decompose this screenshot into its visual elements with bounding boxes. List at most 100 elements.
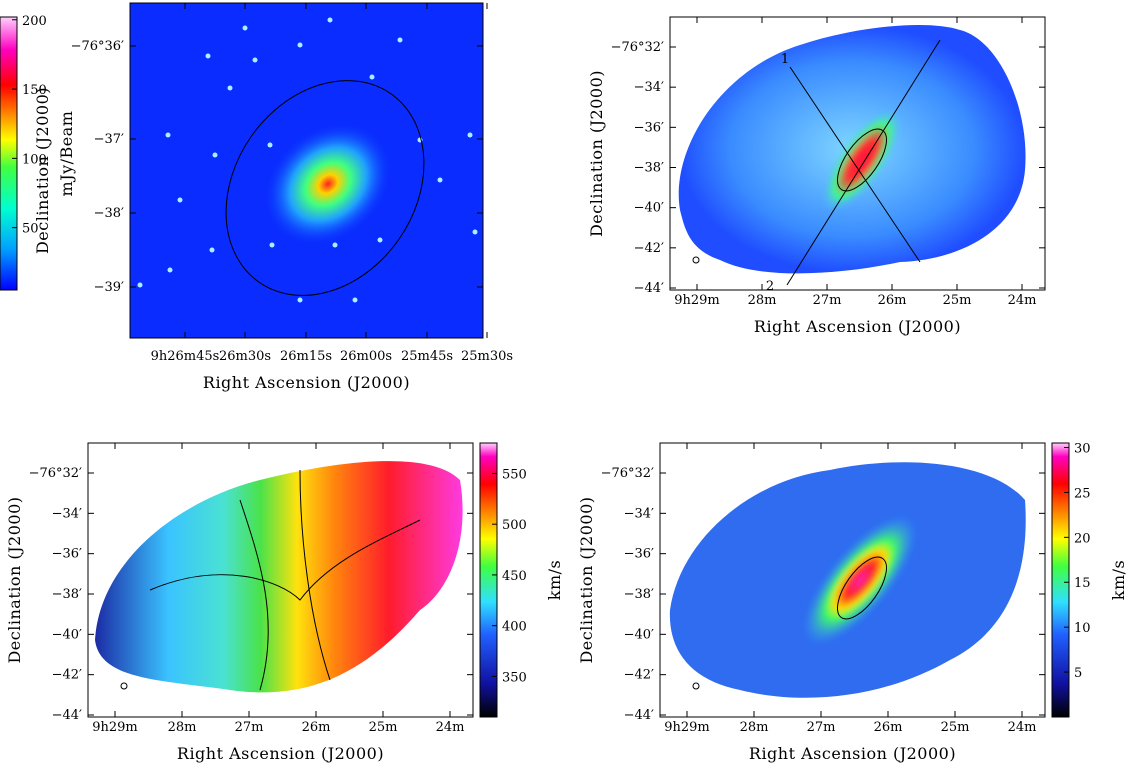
y-tick-label: −44′: [52, 708, 82, 723]
x-axis-label: Right Ascension (J2000): [749, 744, 956, 763]
y-tick-label: −38′: [52, 587, 82, 602]
x-tick-label: 26m30s: [219, 349, 271, 364]
y-tick-label: −36′: [52, 547, 82, 562]
colorbar: [0, 16, 18, 291]
colorbar-tick-label: 400: [502, 620, 527, 635]
x-tick-label: 9h26m45s: [151, 349, 220, 364]
colorbar: [1051, 442, 1070, 718]
image-velocity: [95, 461, 463, 693]
y-tick-label: −42′: [634, 241, 664, 256]
x-tick-label: 25m30s: [461, 349, 513, 364]
y-tick-label: −34′: [52, 506, 82, 521]
star: [437, 177, 443, 183]
image-dispersion: [669, 462, 1026, 698]
y-tick-label: −36′: [634, 120, 664, 135]
star: [327, 17, 333, 23]
y-tick-label: −34′: [634, 80, 664, 95]
star: [205, 53, 211, 59]
x-tick-label: 26m00s: [340, 349, 392, 364]
x-tick-label: 26m: [874, 720, 903, 735]
colorbar-tick-label: 20: [1074, 531, 1091, 546]
colorbar-tick-label: 450: [502, 569, 527, 584]
y-tick-label: −34′: [624, 506, 654, 521]
star: [227, 85, 233, 91]
x-tick-label: 24m: [436, 720, 465, 735]
x-tick-label: 27m: [235, 720, 264, 735]
y-tick-label: −40′: [624, 627, 654, 642]
colorbar-tick-label: 150: [22, 83, 47, 98]
y-tick-label: −44′: [634, 281, 664, 296]
x-axis-label: Right Ascension (J2000): [203, 373, 410, 392]
x-tick-label: 25m45s: [401, 349, 453, 364]
star: [177, 197, 183, 203]
y-tick-label: −40′: [634, 201, 664, 216]
colorbar-label: mJy/Beam: [57, 111, 76, 197]
colorbar: [479, 442, 498, 718]
x-tick-label: 9h29m: [674, 293, 720, 308]
x-tick-label: 26m15s: [280, 349, 332, 364]
star: [467, 132, 473, 138]
frame: [87, 442, 474, 718]
y-axis-label: Declination (J2000): [587, 70, 606, 237]
image-intensity: [678, 25, 1026, 286]
colorbar-tick-label: 550: [502, 467, 527, 482]
annotation: 1: [781, 52, 789, 67]
y-tick-label: −76°32′: [601, 466, 654, 481]
colorbar-tick-label: 5: [1074, 666, 1082, 681]
x-tick-label: 24m: [1008, 293, 1037, 308]
y-axis-label: Declination (J2000): [577, 496, 596, 663]
x-tick-label: 25m: [943, 293, 972, 308]
x-tick-label: 9h29m: [664, 720, 710, 735]
y-tick-label: −36′: [624, 547, 654, 562]
x-tick-label: 26m: [302, 720, 331, 735]
star: [165, 132, 171, 138]
colorbar-tick-label: 200: [22, 14, 47, 29]
star: [352, 297, 358, 303]
image-optical: [130, 3, 483, 338]
y-tick-label: −76°32′: [29, 466, 82, 481]
y-tick-label: −42′: [52, 668, 82, 683]
frame: [659, 442, 1046, 718]
colorbar-tick-label: 10: [1074, 621, 1091, 636]
star: [377, 237, 383, 243]
star: [369, 74, 375, 80]
x-tick-label: 26m: [878, 293, 907, 308]
colorbar-tick-label: 100: [22, 152, 47, 167]
y-tick-label: −76°36′: [71, 39, 124, 54]
x-axis-label: Right Ascension (J2000): [177, 744, 384, 763]
star: [297, 297, 303, 303]
star: [332, 242, 338, 248]
colorbar-label: km/s: [1109, 560, 1128, 600]
y-tick-label: −38′: [624, 587, 654, 602]
star: [397, 37, 403, 43]
star: [267, 142, 273, 148]
colorbar-tick-label: 350: [502, 670, 527, 685]
annotation: 2: [766, 279, 774, 294]
colorbar-tick-label: 500: [502, 518, 527, 533]
star: [252, 57, 258, 63]
x-tick-label: 27m: [813, 293, 842, 308]
x-tick-label: 27m: [807, 720, 836, 735]
x-tick-label: 24m: [1008, 720, 1037, 735]
y-tick-label: −38′: [94, 206, 124, 221]
star: [269, 242, 275, 248]
y-tick-label: −42′: [624, 668, 654, 683]
x-tick-label: 25m: [941, 720, 970, 735]
colorbar-tick-label: 50: [22, 222, 39, 237]
x-axis-label: Right Ascension (J2000): [754, 317, 961, 336]
x-tick-label: 28m: [740, 720, 769, 735]
x-tick-label: 25m: [369, 720, 398, 735]
y-axis-label: Declination (J2000): [5, 496, 24, 663]
star: [137, 282, 143, 288]
star: [167, 267, 173, 273]
y-tick-label: −37′: [94, 132, 124, 147]
y-tick-label: −44′: [624, 708, 654, 723]
colorbar-label: km/s: [545, 560, 564, 600]
colorbar-tick-label: 15: [1074, 576, 1091, 591]
x-tick-label: 28m: [748, 293, 777, 308]
star: [209, 247, 215, 253]
y-axis-label: Declination (J2000): [33, 87, 52, 254]
star: [472, 229, 478, 235]
colorbar-tick-label: 30: [1074, 441, 1091, 456]
